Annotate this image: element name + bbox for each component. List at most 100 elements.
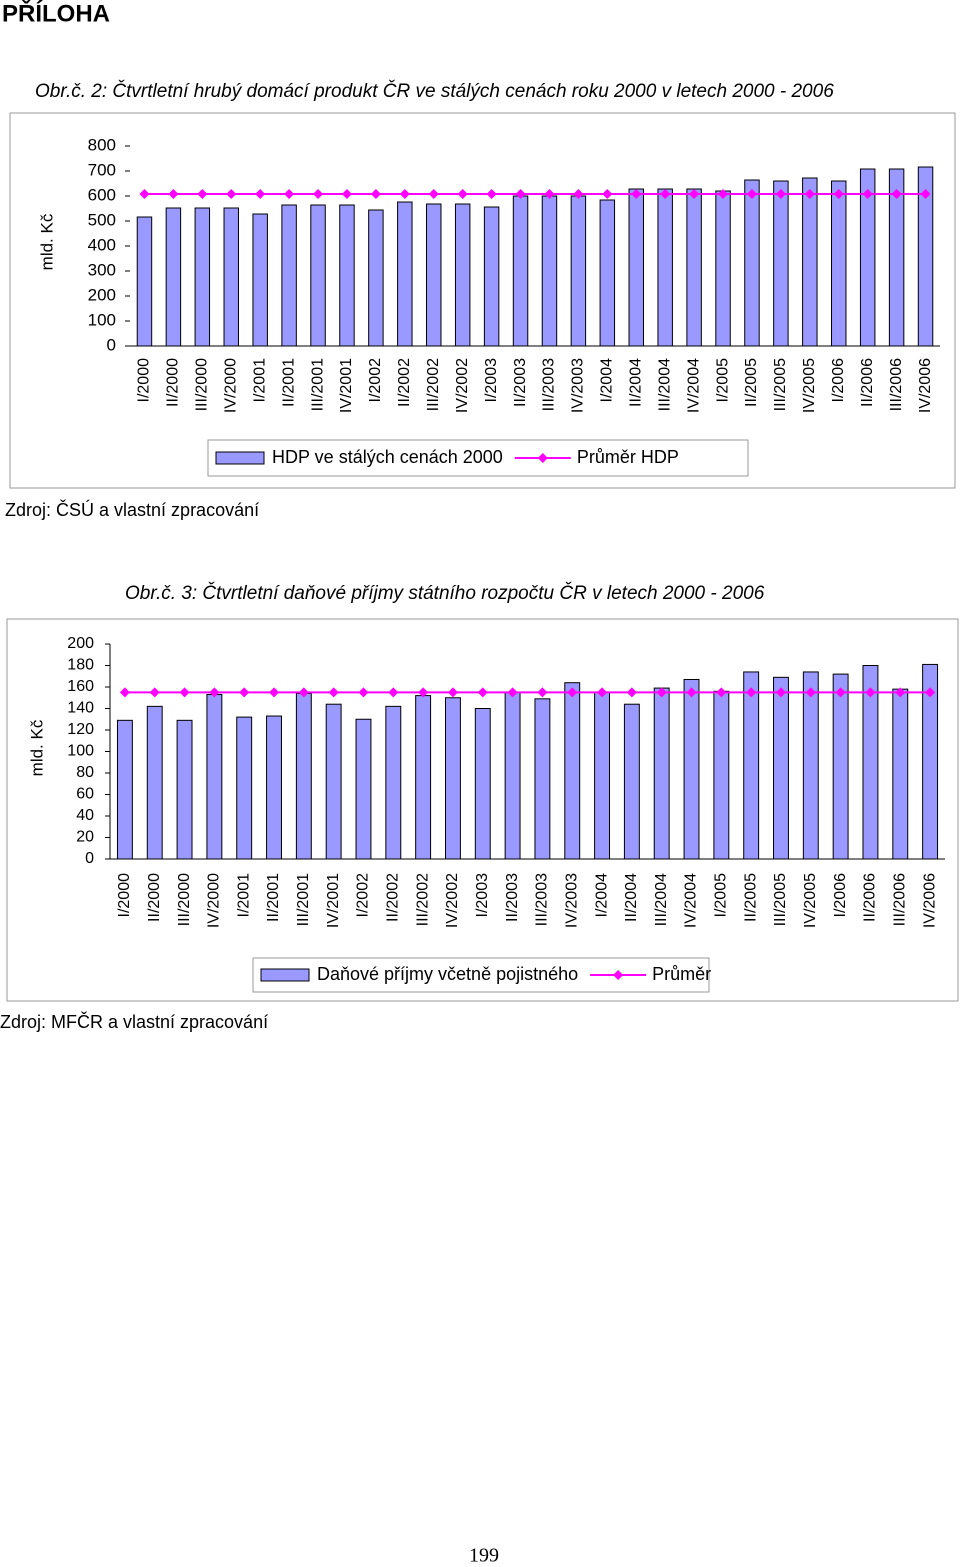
legend-swatch (215, 451, 265, 465)
x-tick-label: II/2005 (742, 873, 759, 922)
line-marker (602, 189, 613, 199)
bar (802, 177, 818, 347)
chart-title: Obr.č. 3: Čtvrtletní daňové příjmy státn… (125, 582, 765, 604)
x-tick-label: III/2005 (772, 358, 789, 411)
bar (715, 190, 731, 347)
line-marker (746, 189, 757, 199)
bar (534, 698, 551, 860)
x-tick-label: I/2003 (483, 358, 500, 403)
x-tick-label: IV/2006 (917, 358, 934, 413)
line-marker (119, 687, 130, 698)
line-marker (418, 687, 429, 698)
x-tick-label: III/2000 (194, 358, 211, 411)
y-tick-label: 300 (88, 260, 116, 279)
bar (628, 188, 644, 347)
y-axis-label: mld. Kč (37, 213, 56, 270)
chart-title: Obr.č. 2: Čtvrtletní hrubý domácí produk… (35, 80, 834, 102)
bar (116, 719, 133, 860)
line-marker (835, 687, 846, 698)
line-marker (298, 687, 309, 698)
bar (355, 718, 372, 860)
y-tick-label: 0 (85, 850, 94, 867)
y-tick-label: 100 (88, 310, 116, 329)
y-tick-label: 700 (88, 160, 116, 179)
x-tick-label: I/2001 (235, 873, 252, 918)
bar (859, 168, 876, 347)
bar (176, 719, 193, 860)
x-tick-label: III/2003 (534, 873, 551, 926)
bar (206, 694, 223, 860)
bar (236, 716, 253, 860)
line-marker (486, 189, 497, 199)
x-tick-label: I/2005 (713, 873, 730, 918)
legend-frame (252, 957, 710, 993)
y-tick-label: 500 (88, 210, 116, 229)
y-tick-label: 400 (88, 235, 116, 254)
bar (599, 199, 616, 347)
x-tick-label: II/2000 (146, 873, 163, 922)
source: Zdroj: MFČR a vlastní zpracování (0, 1011, 268, 1032)
line-marker (716, 687, 727, 698)
bar (397, 201, 413, 347)
x-tick-label: II/2002 (396, 358, 413, 407)
line-marker (388, 687, 399, 698)
line-marker (865, 687, 876, 698)
line-marker (925, 687, 936, 698)
bar (541, 195, 558, 347)
bar (653, 687, 670, 860)
line-marker (428, 189, 439, 199)
bar (564, 682, 581, 860)
bar (802, 671, 819, 860)
y-tick-label: 120 (67, 721, 94, 738)
line-marker (920, 189, 931, 199)
x-tick-label: IV/2004 (683, 873, 700, 928)
line-marker (573, 189, 584, 199)
line-marker (477, 687, 488, 698)
y-tick-label: 600 (88, 185, 116, 204)
bar (385, 705, 402, 860)
line-marker (328, 687, 339, 698)
bar (310, 204, 326, 347)
bar (713, 690, 730, 860)
bar (368, 209, 384, 347)
bar (917, 166, 934, 347)
line-marker (139, 189, 150, 199)
legend-label: Průměr HDP (577, 447, 679, 467)
legend-frame (207, 439, 749, 477)
bar (922, 663, 939, 860)
line-marker (833, 189, 844, 199)
y-tick-label: 160 (67, 678, 94, 695)
x-tick-label: I/2001 (251, 358, 268, 403)
x-tick-label: III/2006 (891, 873, 908, 926)
x-tick-label: II/2003 (512, 358, 529, 407)
line-marker (689, 189, 700, 199)
line-marker (775, 189, 786, 199)
x-tick-label: III/2004 (656, 358, 673, 411)
x-tick-label: III/2001 (309, 358, 326, 411)
line-marker (399, 189, 410, 199)
bar (266, 715, 282, 860)
bar (325, 703, 342, 860)
line-marker (515, 189, 526, 199)
x-tick-label: IV/2000 (206, 873, 223, 928)
bar (686, 188, 702, 347)
x-tick-label: III/2005 (772, 873, 789, 926)
x-tick-label: I/2005 (714, 358, 731, 403)
x-tick-label: IV/2004 (685, 358, 702, 413)
line-marker (168, 189, 179, 199)
bar (892, 688, 909, 860)
x-tick-label: III/2000 (176, 873, 193, 926)
x-tick-label: IV/2002 (444, 873, 461, 928)
line-marker (891, 189, 902, 199)
x-tick-label: I/2006 (832, 873, 849, 918)
y-tick-label: 100 (67, 743, 94, 760)
line-marker (284, 189, 295, 199)
x-tick-label: II/2006 (859, 358, 876, 407)
x-tick-label: I/2000 (116, 873, 133, 918)
bar (773, 180, 789, 347)
line-marker (626, 687, 637, 698)
line-marker (239, 687, 250, 698)
x-tick-label: IV/2001 (338, 358, 355, 413)
x-tick-label: III/2002 (425, 358, 442, 411)
